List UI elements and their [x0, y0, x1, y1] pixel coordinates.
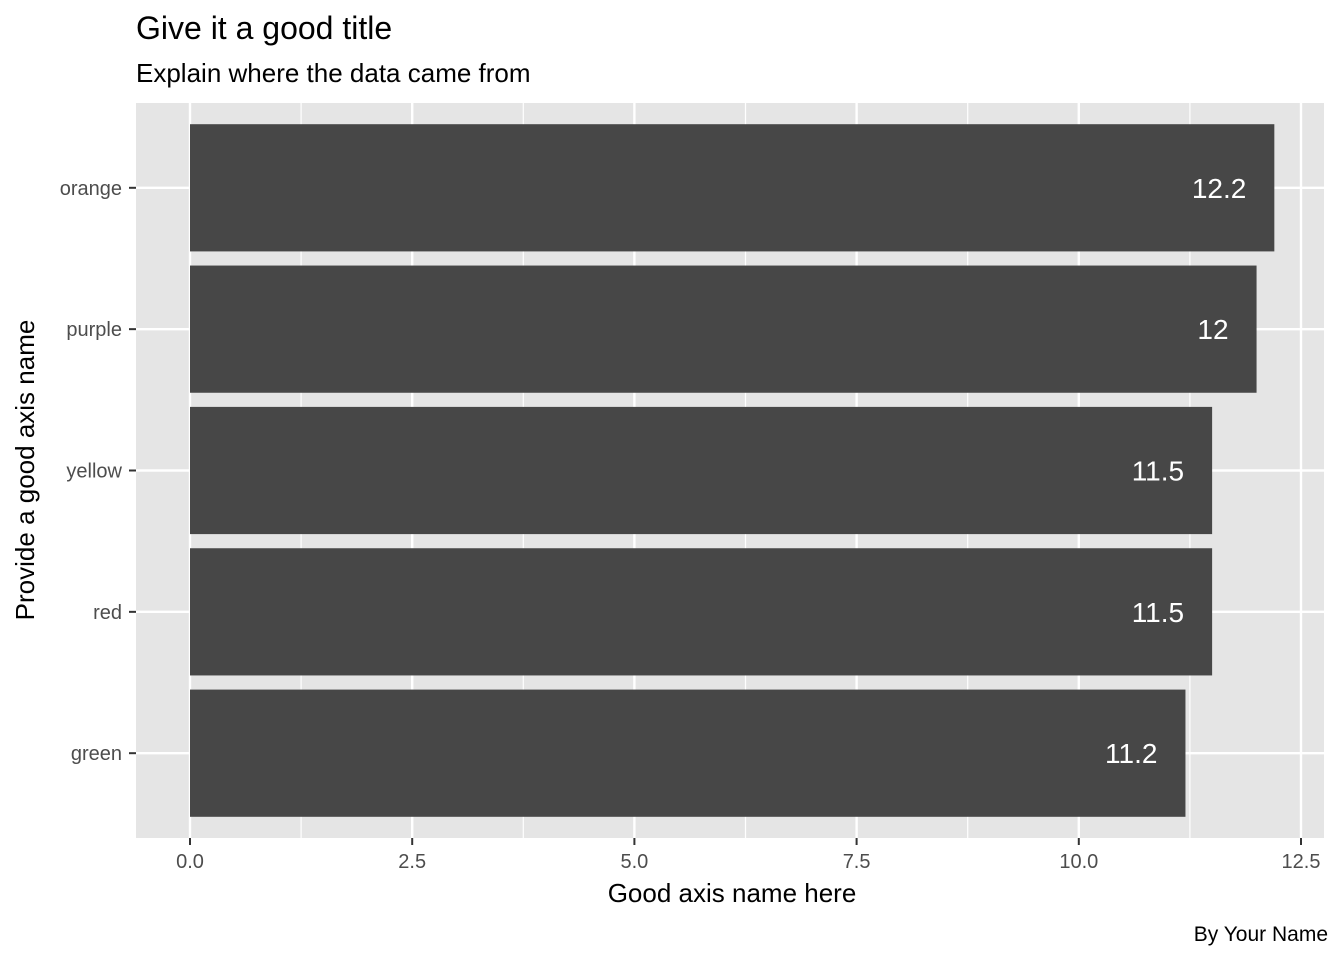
- chart-title: Give it a good title: [136, 10, 392, 46]
- bars: [190, 124, 1275, 817]
- bar-purple: [190, 265, 1257, 393]
- y-tick-label-green: green: [71, 743, 122, 765]
- bar-green: [190, 689, 1186, 817]
- x-axis-title: Good axis name here: [608, 878, 857, 908]
- bar-orange: [190, 124, 1275, 252]
- x-tick-label: 12.5: [1282, 851, 1321, 873]
- data-label-red: 11.5: [1132, 597, 1184, 628]
- y-axis: orange purple yellow red green: [60, 178, 136, 765]
- bar-yellow: [190, 406, 1213, 535]
- y-tick-label-purple: purple: [66, 319, 122, 341]
- x-axis: 0.0 2.5 5.0 7.5 10.0 12.5: [176, 838, 1320, 873]
- data-label-green: 11.2: [1105, 738, 1157, 769]
- y-axis-title: Provide a good axis name: [10, 320, 40, 621]
- y-tick-label-yellow: yellow: [66, 461, 122, 483]
- data-labels: 12.2 12 11.5 11.5 11.2: [1105, 173, 1246, 769]
- data-label-orange: 12.2: [1192, 173, 1247, 204]
- y-tick-label-red: red: [93, 602, 122, 624]
- data-label-purple: 12: [1197, 314, 1228, 345]
- data-label-yellow: 11.5: [1132, 456, 1184, 487]
- x-tick-label: 0.0: [176, 851, 204, 873]
- x-tick-label: 5.0: [620, 851, 648, 873]
- x-tick-label: 7.5: [843, 851, 871, 873]
- x-tick-label: 10.0: [1059, 851, 1098, 873]
- bar-red: [190, 548, 1213, 676]
- x-tick-label: 2.5: [398, 851, 426, 873]
- chart-caption: By Your Name: [1194, 923, 1328, 946]
- y-tick-label-orange: orange: [60, 178, 122, 200]
- chart-subtitle: Explain where the data came from: [136, 58, 531, 88]
